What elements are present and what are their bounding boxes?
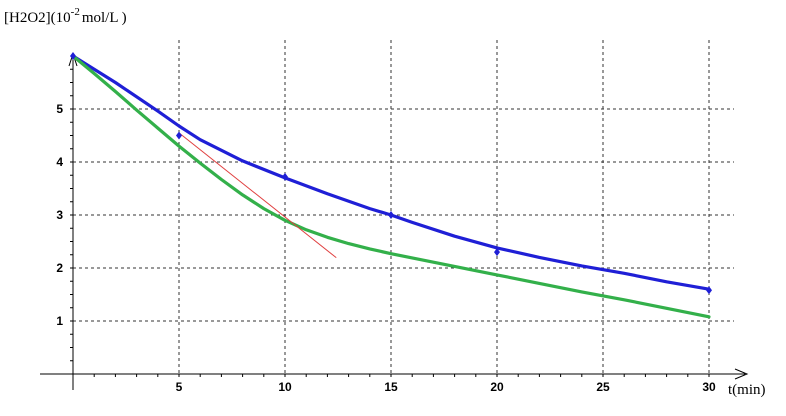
series-line-2 xyxy=(178,132,337,258)
y-axis-label-prefix: [H2O2](10 xyxy=(4,10,71,26)
y-tick-label-3: 3 xyxy=(56,208,63,222)
series-layer xyxy=(71,54,711,319)
data-point-marker-0 xyxy=(70,52,76,60)
data-point-marker-1 xyxy=(176,131,182,140)
x-axis-label: t(min) xyxy=(728,382,766,398)
x-axis-arrow xyxy=(734,368,749,380)
grid-layer xyxy=(73,40,734,374)
data-point-marker-3 xyxy=(388,211,394,219)
x-tick-label-10: 10 xyxy=(278,380,292,394)
y-tick-label-2: 2 xyxy=(56,261,63,275)
x-tick-label-15: 15 xyxy=(384,380,398,394)
y-axis-label: [H2O2](10-2 mol/L ) xyxy=(4,6,127,26)
data-point-marker-2 xyxy=(282,172,288,181)
data-point-marker-5 xyxy=(706,286,712,295)
series-line-1 xyxy=(71,54,711,319)
y-axis-label-suffix: mol/L ) xyxy=(82,10,127,26)
x-tick-label-25: 25 xyxy=(596,380,610,394)
markers-layer xyxy=(70,52,712,295)
series-line-0 xyxy=(71,54,711,291)
y-axis-label-superscript: -2 xyxy=(71,6,80,18)
x-tick-label-30: 30 xyxy=(702,380,716,394)
x-tick-label-20: 20 xyxy=(490,380,504,394)
ticks-layer: 5 10 15 20 25 30 1 2 3 4 5 xyxy=(56,68,716,394)
y-tick-label-5: 5 xyxy=(56,102,63,116)
x-tick-label-5: 5 xyxy=(176,380,183,394)
y-tick-label-4: 4 xyxy=(56,155,63,169)
data-point-marker-4 xyxy=(494,248,500,257)
y-tick-label-1: 1 xyxy=(56,314,63,328)
